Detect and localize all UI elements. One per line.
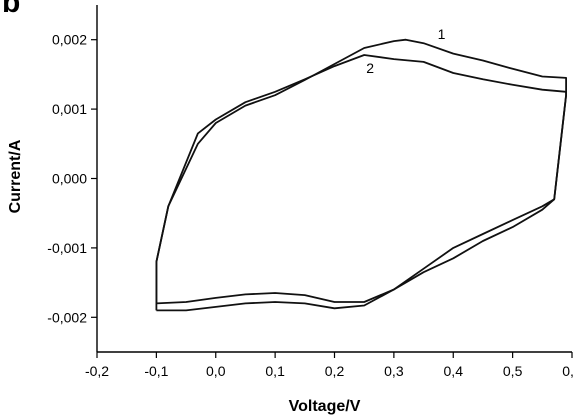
x-ticks: -0,2 -0,1 0,0 0,1 0,2 0,3 0,4 0,5 0,6 — [85, 352, 573, 379]
x-tick-label: 0,5 — [503, 363, 523, 379]
y-tick-label: -0,001 — [47, 240, 87, 256]
y-tick-label: 0,000 — [52, 171, 87, 187]
y-ticks: -0,002 -0,001 0,000 0,001 0,002 — [47, 32, 97, 325]
x-tick-label: 0,6 — [562, 363, 573, 379]
y-tick-label: 0,001 — [52, 101, 87, 117]
series-label-2: 2 — [366, 60, 374, 76]
x-tick-label: 0,3 — [384, 363, 404, 379]
x-axis-title: Voltage/V — [289, 398, 361, 415]
series-group: 12 — [155, 26, 567, 312]
x-tick-label: -0,2 — [85, 363, 109, 379]
x-tick-label: 0,4 — [444, 363, 464, 379]
x-tick-label: 0,0 — [206, 363, 226, 379]
x-tick-label: 0,2 — [325, 363, 345, 379]
y-tick-label: 0,002 — [52, 32, 87, 48]
x-tick-label: 0,1 — [265, 363, 285, 379]
y-axis-title: Current/A — [7, 139, 24, 213]
panel-label: b — [2, 0, 20, 19]
axes — [96, 5, 572, 353]
series-line-1 — [155, 38, 567, 312]
series-label-1: 1 — [438, 26, 446, 42]
x-tick-label: -0,1 — [144, 363, 168, 379]
series-line-2 — [155, 54, 567, 305]
y-tick-label: -0,002 — [47, 309, 87, 325]
